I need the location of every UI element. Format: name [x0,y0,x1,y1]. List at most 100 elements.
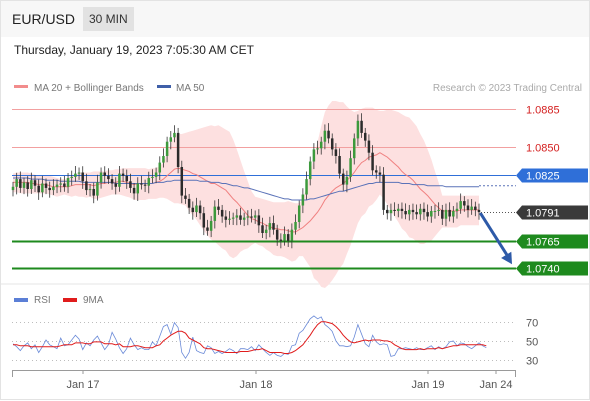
candle-bearish [121,173,125,176]
candle-bullish [433,211,437,212]
candle-bearish [26,182,29,189]
candle-bullish [154,172,158,177]
candle-bearish [371,152,374,171]
ma50-line [13,177,479,201]
candle-bullish [11,186,15,191]
candle-bearish [422,208,426,213]
rsi-tick-label: 30 [526,356,538,368]
rsi-tick-label: 70 [526,318,538,330]
candle-bearish [448,209,451,217]
pivot-label: 1.0825 [526,171,560,183]
candle-bearish [239,215,242,220]
candle-bullish [158,162,162,173]
candle-bullish [253,215,257,218]
forecast-arrow-head [501,251,512,265]
candle-bullish [301,194,305,206]
candle-bearish [411,209,415,213]
candle-bearish [463,201,466,206]
rsi-lines [12,315,487,360]
candle-bearish [341,173,345,185]
bollinger-bands [13,101,479,288]
candle-bearish [125,175,128,182]
candle-bearish [206,227,209,231]
candle-bearish [378,172,382,175]
legend-label-9ma: 9MA [83,295,104,306]
candle-bearish [191,207,195,213]
symbol-label: EUR/USD [12,11,76,27]
candle-bullish [419,208,422,215]
watermark: Research © 2023 Trading Central [433,83,582,94]
candle-bearish [393,209,396,211]
candle-bullish [408,209,411,215]
candle-bullish [430,211,433,217]
level-labels: 1.0885 1.0850 1.0825 1.0791 1.0765 1.0740 [516,105,588,276]
forecast-arrow [479,212,512,265]
candle-bearish [33,180,37,186]
candle-bullish [74,173,77,177]
ma20-line [13,152,479,233]
resistance-label: 1.0850 [526,143,560,155]
candle-bullish [264,229,268,233]
candle-bearish [85,181,88,191]
candle-bearish [257,215,261,226]
support-tag [516,261,588,276]
legend-swatch-9ma [63,298,77,302]
candle-bullish [452,211,455,217]
candle-bullish [195,205,198,213]
candle-bearish [279,239,283,241]
candle-bearish [426,212,429,217]
candle-bearish [386,209,389,214]
candle-bearish [441,209,444,219]
x-axis-ticks: Jan 17 Jan 18 Jan 19 Jan 24 [66,370,513,391]
candle-bearish [404,211,407,215]
candle-bearish [44,183,48,188]
candle-bullish [290,229,294,241]
candle-bearish [92,189,95,196]
candle-bearish [400,208,404,211]
candle-bullish [308,161,312,180]
header-bar: EUR/USD 30 MIN [1,1,589,37]
candle-bullish [283,234,286,241]
candle-bearish [129,181,132,188]
support-label: 1.0765 [526,237,560,249]
candle-bearish [382,174,385,210]
resistance-label: 1.0885 [526,105,560,117]
candle-bullish [228,218,231,220]
candle-bearish [364,132,367,141]
candle-bearish [143,184,147,186]
candle-bullish [162,156,165,163]
candle-bearish [224,216,228,220]
candle-bearish [48,187,51,191]
candle-bullish [455,208,459,211]
candle-bullish [356,120,360,139]
candle-bullish [52,186,55,191]
bollinger-band-area [13,101,479,288]
candle-bullish [268,223,272,230]
price-levels [12,109,516,270]
support-label: 1.0740 [526,264,560,276]
legend-swatch-ma50 [157,85,171,88]
candle-bearish [198,205,202,214]
x-tick-label: Jan 19 [411,379,444,391]
candle-bearish [272,223,275,230]
timeframe-badge[interactable]: 30 MIN [83,7,134,31]
candle-bearish [474,206,477,210]
candle-bullish [66,178,70,187]
legend-label-ma20: MA 20 + Bollinger Bands [34,83,144,94]
candlesticks [11,113,481,249]
candle-bearish [367,140,371,153]
candle-bullish [77,172,81,174]
x-tick-label: Jan 24 [479,379,512,391]
candle-bearish [360,120,363,133]
candle-bearish [103,172,106,176]
candle-bullish [30,180,33,189]
candle-bullish [147,178,151,186]
candle-bearish [330,138,334,150]
candle-bearish [375,170,378,173]
candle-bearish [202,213,206,228]
candle-bullish [99,172,103,183]
candle-bullish [294,222,297,230]
candle-bearish [63,183,66,187]
